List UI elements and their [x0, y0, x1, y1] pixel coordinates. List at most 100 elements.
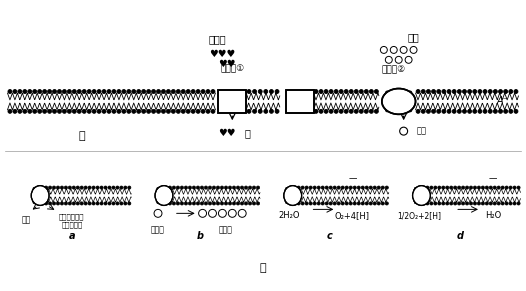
Circle shape — [53, 109, 56, 113]
Text: 乳酸: 乳酸 — [408, 32, 419, 42]
Circle shape — [329, 90, 333, 93]
Circle shape — [104, 186, 107, 189]
Circle shape — [68, 186, 72, 189]
Circle shape — [324, 90, 328, 93]
Text: 能量: 能量 — [417, 127, 427, 136]
Circle shape — [80, 186, 83, 189]
Circle shape — [201, 109, 205, 113]
Circle shape — [349, 202, 352, 205]
Circle shape — [478, 90, 482, 93]
Circle shape — [87, 109, 91, 113]
Circle shape — [56, 186, 59, 189]
Circle shape — [450, 186, 453, 189]
Circle shape — [205, 202, 208, 205]
Circle shape — [191, 90, 195, 93]
Circle shape — [269, 90, 274, 93]
Circle shape — [200, 186, 204, 189]
Text: 纤维素: 纤维素 — [218, 225, 232, 234]
Circle shape — [357, 202, 360, 205]
Circle shape — [395, 109, 398, 112]
Circle shape — [298, 109, 301, 112]
Circle shape — [184, 186, 188, 189]
Circle shape — [275, 109, 279, 113]
Ellipse shape — [412, 186, 430, 205]
Circle shape — [228, 186, 231, 189]
Circle shape — [96, 186, 99, 189]
Circle shape — [314, 90, 318, 93]
Circle shape — [87, 90, 91, 93]
Circle shape — [231, 91, 234, 94]
Circle shape — [353, 202, 356, 205]
Circle shape — [377, 202, 380, 205]
Circle shape — [258, 109, 262, 113]
Circle shape — [37, 187, 39, 190]
Circle shape — [132, 90, 136, 93]
Circle shape — [41, 201, 44, 204]
Circle shape — [478, 109, 482, 113]
Circle shape — [473, 186, 477, 189]
Circle shape — [161, 90, 166, 93]
Circle shape — [76, 186, 79, 189]
Circle shape — [437, 109, 441, 113]
Circle shape — [171, 109, 175, 113]
Circle shape — [345, 202, 348, 205]
Circle shape — [333, 202, 336, 205]
Circle shape — [216, 186, 219, 189]
Circle shape — [247, 90, 251, 93]
Circle shape — [499, 109, 502, 113]
Circle shape — [414, 187, 417, 190]
Circle shape — [108, 186, 111, 189]
Circle shape — [63, 109, 66, 113]
Circle shape — [248, 202, 251, 205]
Circle shape — [353, 186, 356, 189]
Circle shape — [357, 186, 360, 189]
Circle shape — [308, 91, 311, 94]
Circle shape — [297, 202, 300, 205]
Circle shape — [193, 202, 196, 205]
Circle shape — [236, 91, 239, 94]
Circle shape — [60, 202, 64, 205]
Circle shape — [489, 202, 492, 205]
Circle shape — [344, 109, 348, 113]
Circle shape — [483, 109, 487, 113]
Text: ♥♥: ♥♥ — [219, 59, 236, 69]
Circle shape — [275, 90, 279, 93]
Circle shape — [442, 202, 445, 205]
Circle shape — [317, 186, 320, 189]
Circle shape — [67, 109, 72, 113]
Circle shape — [127, 109, 131, 113]
Circle shape — [92, 90, 96, 93]
Circle shape — [446, 186, 449, 189]
Circle shape — [240, 186, 244, 189]
Circle shape — [288, 109, 291, 112]
Circle shape — [404, 109, 407, 112]
Text: ♥♥: ♥♥ — [219, 128, 236, 138]
Circle shape — [321, 186, 325, 189]
Circle shape — [409, 91, 412, 94]
Text: 蛋白质①: 蛋白质① — [220, 65, 245, 74]
Circle shape — [386, 109, 389, 112]
Text: c: c — [327, 231, 332, 241]
Circle shape — [241, 109, 244, 112]
Circle shape — [434, 202, 437, 205]
Circle shape — [13, 109, 17, 113]
Text: 肽链: 肽链 — [22, 215, 31, 224]
Circle shape — [18, 90, 22, 93]
Circle shape — [457, 109, 461, 113]
Circle shape — [309, 186, 312, 189]
Circle shape — [493, 202, 497, 205]
Circle shape — [501, 186, 504, 189]
Circle shape — [213, 186, 216, 189]
Circle shape — [325, 186, 328, 189]
Circle shape — [369, 202, 372, 205]
Circle shape — [200, 202, 204, 205]
Circle shape — [169, 201, 171, 204]
Circle shape — [399, 109, 402, 112]
Circle shape — [160, 187, 163, 190]
Ellipse shape — [155, 186, 173, 205]
Circle shape — [102, 109, 106, 113]
Ellipse shape — [31, 186, 49, 205]
Circle shape — [56, 202, 59, 205]
Circle shape — [297, 201, 300, 204]
Circle shape — [236, 186, 239, 189]
